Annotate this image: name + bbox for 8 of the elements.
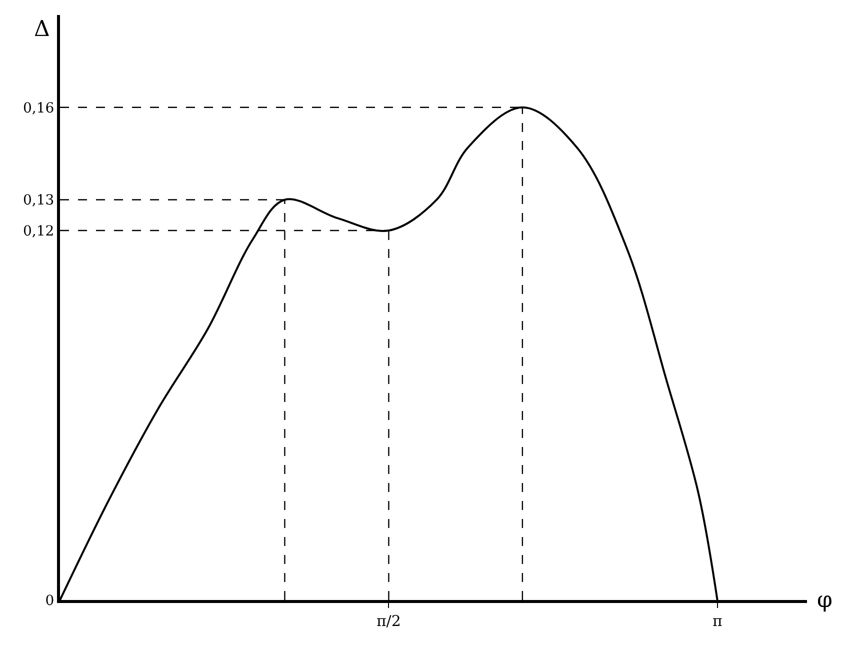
y-tick-label: 0	[45, 592, 54, 609]
x-tick-label: π/2	[376, 612, 401, 630]
y-tick-label: 0,16	[23, 100, 54, 116]
y-tick-label: 0,13	[23, 192, 54, 209]
x-tick-label: π	[712, 612, 722, 630]
y-axis-title: Δ	[34, 17, 50, 42]
x-axis-title: φ	[817, 588, 832, 613]
y-tick-label: 0,12	[23, 223, 54, 240]
